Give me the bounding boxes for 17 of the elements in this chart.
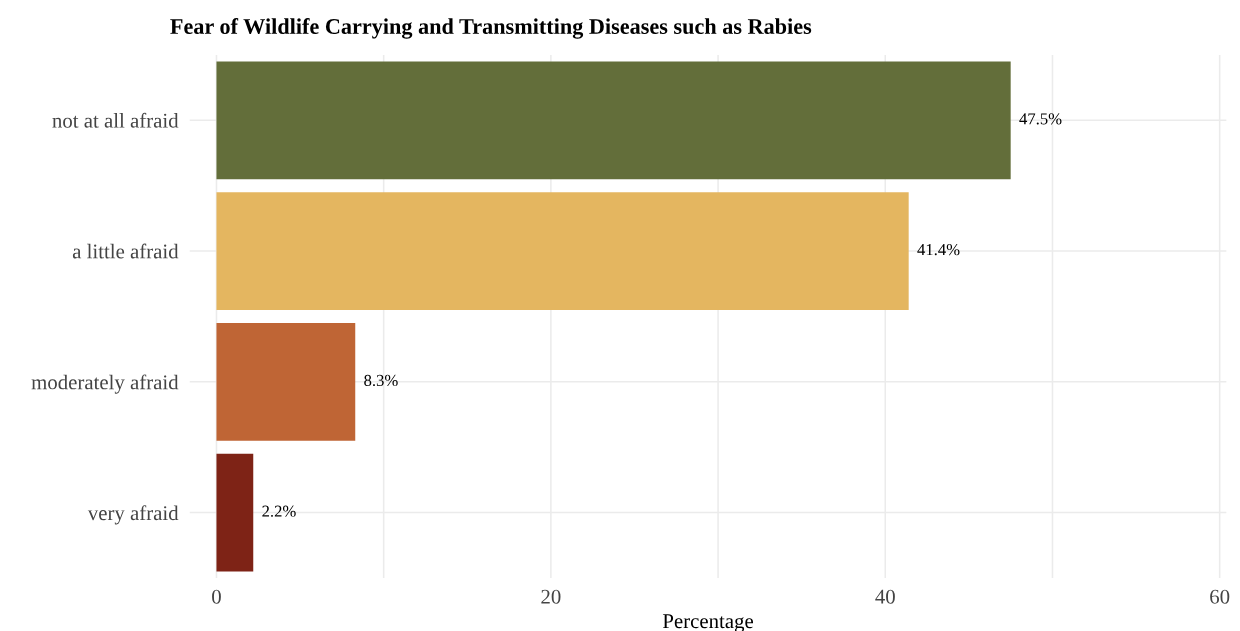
y-tick-label: a little afraid [72,243,179,259]
bar [216,61,1011,180]
bar [216,192,909,310]
x-tick-label: 20 [541,589,561,604]
bar [216,322,356,441]
x-tick-label: 40 [875,589,895,604]
x-tick-label: 0 [212,589,221,604]
x-tick-label: 60 [1210,589,1230,604]
data-label: 47.5% [1019,113,1062,125]
data-label: 8.3% [364,374,398,387]
data-label: 2.2% [262,505,296,517]
y-tick-label: moderately afraid [31,374,179,394]
data-label: 41.4% [917,243,960,256]
y-tick-label: very afraid [87,505,179,525]
y-tick-label: not at all afraid [52,112,179,128]
bar [216,453,254,572]
chart-title: Fear of Wildlife Carrying and Transmitting Diseases such as Rabies [170,18,812,39]
